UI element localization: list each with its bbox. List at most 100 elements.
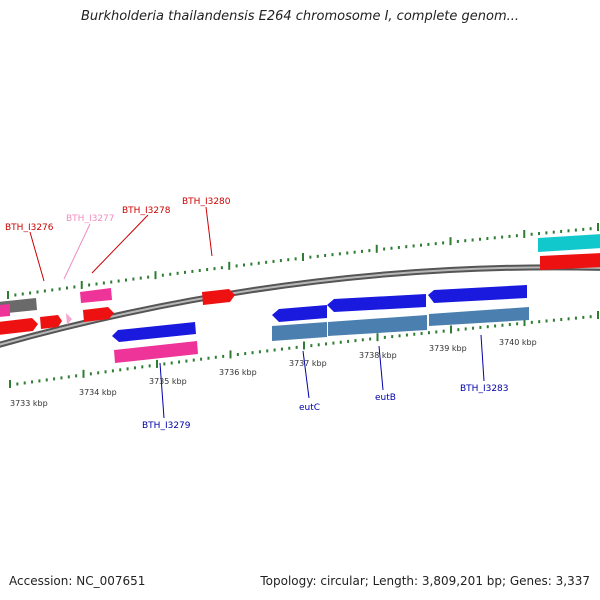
gene-red-left-3[interactable] xyxy=(83,307,114,322)
gene-bth-i3283-blue[interactable] xyxy=(428,285,527,303)
gene-label-bth-i3279[interactable]: BTH_I3279 xyxy=(142,421,191,431)
minor-tick xyxy=(23,381,26,385)
minor-tick xyxy=(251,351,254,355)
minor-tick xyxy=(538,320,541,324)
gene-pink-left[interactable] xyxy=(0,304,10,317)
minor-tick xyxy=(405,333,408,337)
minor-tick xyxy=(427,242,430,246)
gene-bth-i3283-steel[interactable] xyxy=(429,307,529,326)
gene-cyan-right[interactable] xyxy=(538,234,600,252)
minor-tick xyxy=(339,340,342,344)
minor-tick xyxy=(73,285,76,289)
gene-bth-i3279-blue[interactable] xyxy=(112,322,196,342)
gene-label-bth-i3283[interactable]: BTH_I3283 xyxy=(460,384,509,394)
minor-tick xyxy=(457,328,460,332)
minor-tick xyxy=(250,262,253,266)
scale-label: 3737 kbp xyxy=(289,359,327,368)
minor-tick xyxy=(508,323,511,327)
minor-tick xyxy=(486,237,489,241)
minor-tick xyxy=(119,368,122,372)
minor-tick xyxy=(516,322,519,326)
minor-tick xyxy=(471,238,474,242)
gene-red-far-left[interactable] xyxy=(0,318,38,335)
minor-tick xyxy=(361,338,364,342)
minor-tick xyxy=(574,316,577,320)
minor-tick xyxy=(567,229,570,233)
minor-tick xyxy=(501,235,504,239)
gene-label-eutb[interactable]: eutB xyxy=(375,393,396,403)
minor-tick xyxy=(346,251,349,255)
minor-tick xyxy=(272,259,275,263)
minor-tick xyxy=(178,360,181,364)
minor-tick xyxy=(21,292,24,296)
minor-tick xyxy=(493,236,496,240)
minor-tick xyxy=(51,288,54,292)
gene-pink-faded[interactable] xyxy=(66,313,72,325)
minor-tick xyxy=(244,352,247,356)
minor-tick xyxy=(191,269,194,273)
minor-tick xyxy=(220,266,223,270)
minor-tick xyxy=(412,244,415,248)
gene-red-right[interactable] xyxy=(540,253,600,270)
minor-tick xyxy=(472,326,475,330)
minor-tick xyxy=(161,273,164,277)
minor-tick xyxy=(325,342,328,346)
minor-tick xyxy=(104,370,107,374)
gene-label-bth-i3280[interactable]: BTH_I3280 xyxy=(182,197,231,207)
minor-tick xyxy=(538,232,540,236)
minor-tick xyxy=(486,325,489,329)
gene-bth-i3280[interactable] xyxy=(202,289,235,305)
minor-tick xyxy=(552,318,555,322)
gene-bth-i3279-pink[interactable] xyxy=(114,341,198,363)
gene-eutb-blue[interactable] xyxy=(327,294,426,312)
minor-tick xyxy=(125,278,127,282)
minor-tick xyxy=(464,239,467,243)
minor-tick xyxy=(427,331,430,335)
minor-tick xyxy=(36,290,39,294)
minor-tick xyxy=(16,382,19,386)
minor-tick xyxy=(185,359,188,363)
gene-eutb-steel[interactable] xyxy=(328,315,427,336)
gene-label-bth-i3276[interactable]: BTH_I3276 xyxy=(5,223,54,233)
minor-tick xyxy=(257,261,260,265)
minor-tick xyxy=(279,259,282,263)
minor-tick xyxy=(265,260,268,264)
minor-tick xyxy=(368,249,371,253)
gene-bth-i3278-pink[interactable] xyxy=(80,288,112,303)
minor-tick xyxy=(369,337,372,341)
label-leader-lines xyxy=(29,206,485,419)
gene-label-bth-i3277[interactable]: BTH_I3277 xyxy=(66,214,115,224)
minor-tick xyxy=(332,341,335,345)
minor-tick xyxy=(294,257,297,261)
reverse-strand-genes xyxy=(0,285,529,363)
gene-eutc-blue[interactable] xyxy=(272,305,327,322)
minor-tick xyxy=(317,343,320,347)
minor-tick xyxy=(38,379,41,383)
minor-tick xyxy=(324,253,327,257)
minor-tick xyxy=(574,228,577,232)
minor-tick xyxy=(169,272,172,276)
minor-tick xyxy=(552,230,555,234)
minor-tick xyxy=(102,281,105,285)
minor-tick xyxy=(176,271,179,275)
minor-tick xyxy=(147,275,150,279)
minor-tick xyxy=(236,353,239,357)
minor-tick xyxy=(141,365,144,369)
gene-red-left-2[interactable] xyxy=(40,315,62,329)
minor-tick xyxy=(530,320,533,324)
minor-tick xyxy=(391,335,394,339)
minor-tick xyxy=(88,283,91,287)
minor-tick xyxy=(383,335,386,339)
minor-tick xyxy=(132,277,135,281)
gene-label-bth-i3278[interactable]: BTH_I3278 xyxy=(122,206,171,216)
gene-label-eutc[interactable]: eutC xyxy=(299,403,320,413)
minor-tick xyxy=(442,241,445,245)
gene-eutc-steel[interactable] xyxy=(272,322,327,341)
scale-label: 3735 kbp xyxy=(149,377,187,386)
genome-summary-text: Topology: circular; Length: 3,809,201 bp… xyxy=(260,574,590,588)
upper-tick-track xyxy=(7,223,599,299)
minor-tick xyxy=(287,258,290,262)
minor-tick xyxy=(206,268,209,272)
minor-tick xyxy=(405,245,408,249)
